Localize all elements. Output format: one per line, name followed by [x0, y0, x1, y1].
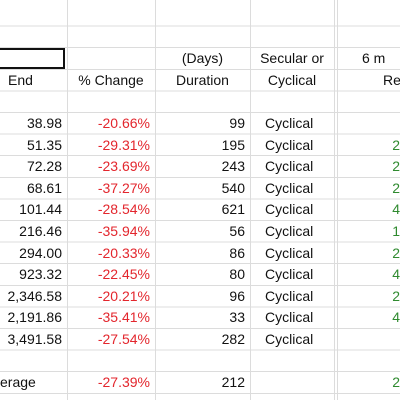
cell[interactable]: Cyclical	[265, 244, 314, 261]
cell[interactable]: 3,491.58	[7, 331, 63, 347]
cell[interactable]: 96	[229, 287, 245, 304]
column-line	[337, 0, 338, 400]
cell[interactable]: -22.45%	[97, 266, 150, 283]
cell[interactable]: 2	[392, 158, 400, 175]
cell[interactable]: -28.54%	[97, 201, 150, 218]
cell[interactable]: -27.54%	[97, 331, 150, 347]
cell[interactable]: -37.27%	[97, 179, 150, 196]
cell[interactable]: Cyclical	[265, 179, 314, 196]
cell[interactable]: -23.69%	[97, 158, 150, 175]
cell[interactable]: -35.94%	[97, 223, 150, 239]
cell[interactable]: Cyclical	[265, 266, 314, 283]
cell[interactable]: Cyclical	[265, 331, 314, 347]
cell[interactable]: 2,191.86	[7, 309, 63, 326]
cell[interactable]: 56	[229, 223, 245, 239]
cell[interactable]: Cyclical	[265, 136, 314, 153]
cell[interactable]: 86	[229, 244, 245, 261]
cell[interactable]: 621	[221, 201, 245, 218]
cell[interactable]: erage	[0, 374, 36, 391]
cell[interactable]: Cyclical	[265, 223, 314, 239]
cell[interactable]: 80	[229, 266, 245, 283]
column-line	[67, 0, 68, 400]
cell[interactable]: 243	[221, 158, 245, 175]
cell[interactable]: -20.33%	[97, 244, 150, 261]
cell[interactable]: 4	[392, 266, 400, 283]
cell[interactable]: 33	[229, 309, 245, 326]
cell[interactable]: 2	[392, 287, 400, 304]
cell[interactable]: % Change	[78, 71, 144, 88]
cell[interactable]: -20.21%	[97, 287, 150, 304]
cell[interactable]: 51.35	[26, 136, 62, 153]
column-line	[334, 0, 335, 400]
cell[interactable]: 2	[392, 136, 400, 153]
cell[interactable]: 282	[221, 331, 245, 347]
cell[interactable]: 212	[221, 374, 245, 391]
cell[interactable]: 195	[221, 136, 245, 153]
cell[interactable]: End	[8, 71, 33, 88]
cell[interactable]: 540	[221, 179, 245, 196]
cell[interactable]: Cyclical	[265, 201, 314, 218]
cell[interactable]: Re	[383, 71, 400, 88]
cell[interactable]: Duration	[176, 71, 229, 88]
column-line	[155, 0, 156, 400]
cell[interactable]: Cyclical	[265, 115, 314, 131]
cell[interactable]: 2	[392, 179, 400, 196]
cell[interactable]: 101.44	[19, 201, 62, 218]
cell[interactable]: 1	[392, 223, 400, 239]
cell[interactable]: 72.28	[26, 158, 62, 175]
cell[interactable]: Cyclical	[265, 287, 314, 304]
cell[interactable]: 2,346.58	[7, 287, 63, 304]
cell[interactable]: Cyclical	[267, 71, 317, 88]
selected-cell[interactable]	[0, 48, 65, 69]
cell[interactable]: 4	[392, 309, 400, 326]
cell[interactable]: -20.66%	[97, 115, 150, 131]
cell[interactable]: 2	[392, 244, 400, 261]
cell[interactable]: 923.32	[19, 266, 62, 283]
cell[interactable]: -29.31%	[97, 136, 150, 153]
cell[interactable]: 216.46	[19, 223, 62, 239]
cell[interactable]: -35.41%	[97, 309, 150, 326]
cell[interactable]: 6 m	[362, 50, 386, 67]
cell[interactable]: Secular or	[260, 50, 324, 67]
cell[interactable]: Cyclical	[265, 309, 314, 326]
column-line	[250, 0, 251, 400]
cell[interactable]: 38.98	[26, 115, 62, 131]
cell[interactable]: Cyclical	[265, 158, 314, 175]
cell[interactable]: 99	[229, 115, 245, 131]
cell[interactable]: 294.00	[19, 244, 62, 261]
cell[interactable]: (Days)	[181, 50, 224, 67]
cell[interactable]: 68.61	[26, 179, 62, 196]
cell[interactable]: 4	[392, 201, 400, 218]
cell[interactable]: 2	[392, 374, 400, 391]
cell[interactable]: -27.39%	[97, 374, 150, 391]
